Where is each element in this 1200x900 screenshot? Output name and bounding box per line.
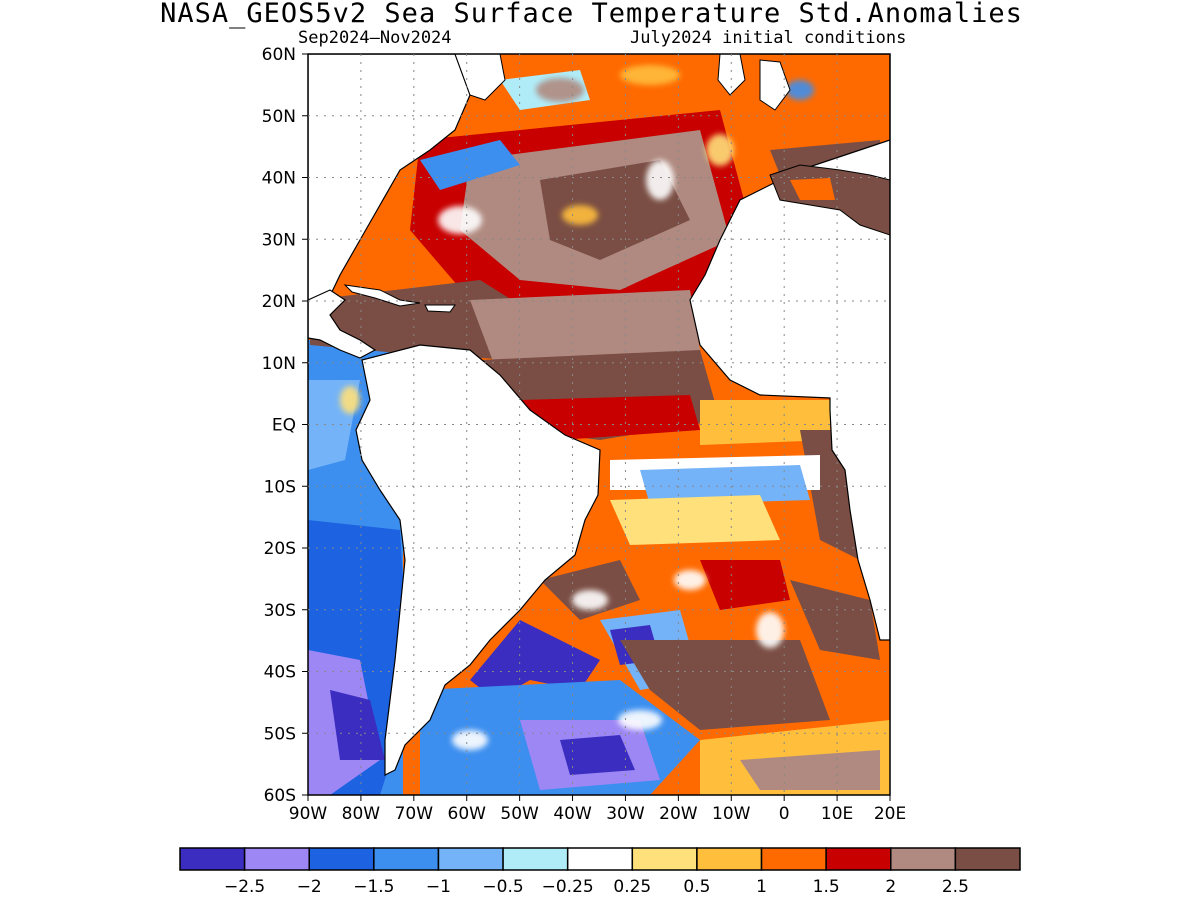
longitude-label: 50W xyxy=(500,804,539,824)
colorbar-swatch xyxy=(308,847,375,871)
anomaly-field xyxy=(308,54,890,795)
longitude-label: 20E xyxy=(874,804,906,824)
colorbar-labels: −2.5 −2 −1.5 −1 −0.5 −0.25 0.25 0.5 1 1.5 2 2.5 xyxy=(224,877,969,897)
latitude-label: 50S xyxy=(264,724,296,744)
latitude-label: 40S xyxy=(264,663,296,683)
colorbar-swatch xyxy=(890,847,957,871)
initial-conditions: July2024 initial conditions xyxy=(630,28,907,48)
latitude-label: 30N xyxy=(262,230,296,250)
colorbar-label: 2 xyxy=(885,877,896,897)
latitude-label: 10N xyxy=(262,354,296,374)
colorbar-swatch xyxy=(437,847,504,871)
latitude-label: 60S xyxy=(264,786,296,806)
longitude-label: 90W xyxy=(289,804,328,824)
latitude-label: EQ xyxy=(272,416,296,436)
colorbar-label: −0.25 xyxy=(542,877,594,897)
colorbar-swatch xyxy=(696,847,763,871)
longitude-label: 60W xyxy=(448,804,487,824)
latitude-label: 50N xyxy=(262,107,296,127)
colorbar-label: −1 xyxy=(426,877,451,897)
colorbar-label: 1.5 xyxy=(813,877,840,897)
latitude-label: 60N xyxy=(262,45,296,65)
longitude-label: 0 xyxy=(779,804,790,824)
colorbar-swatch xyxy=(825,847,892,871)
latitude-label: 20N xyxy=(262,292,296,312)
colorbar-label: 2.5 xyxy=(942,877,969,897)
colorbar-swatch xyxy=(631,847,698,871)
colorbar-label: 1 xyxy=(756,877,767,897)
longitude-label: 30W xyxy=(606,804,645,824)
latitude-label: 40N xyxy=(262,169,296,189)
latitude-labels: 60N 50N 40N 30N 20N 10N EQ 10S 20S 30S 40S 50S 60S xyxy=(262,45,308,806)
longitude-label: 10W xyxy=(712,804,751,824)
longitude-labels: 90W 80W 70W 60W 50W 40W 30W 20W 10W 0 10E 20E xyxy=(289,795,906,824)
longitude-label: 40W xyxy=(553,804,592,824)
longitude-label: 70W xyxy=(395,804,434,824)
colorbar-swatch xyxy=(954,847,1021,871)
colorbar-label: −2.5 xyxy=(224,877,265,897)
colorbar-label: 0.25 xyxy=(613,877,651,897)
map-gridlines xyxy=(308,54,890,795)
colorbar-label: −2 xyxy=(297,877,322,897)
colorbar-swatch xyxy=(502,847,569,871)
forecast-period: Sep2024–Nov2024 xyxy=(298,28,452,48)
colorbar-swatch xyxy=(243,847,310,871)
latitude-label: 10S xyxy=(264,477,296,497)
colorbar-label: −0.5 xyxy=(482,877,523,897)
colorbar xyxy=(179,847,1021,871)
map-title: NASA_GEOS5v2 Sea Surface Temperature Std… xyxy=(160,0,1023,29)
longitude-label: 80W xyxy=(342,804,381,824)
longitude-label: 20W xyxy=(659,804,698,824)
colorbar-swatch xyxy=(760,847,827,871)
colorbar-label: −1.5 xyxy=(353,877,394,897)
latitude-label: 20S xyxy=(264,539,296,559)
colorbar-swatch xyxy=(179,847,246,871)
colorbar-swatch xyxy=(566,847,634,871)
colorbar-label: 0.5 xyxy=(683,877,710,897)
longitude-label: 10E xyxy=(821,804,853,824)
latitude-label: 30S xyxy=(264,601,296,621)
colorbar-swatch xyxy=(373,847,440,871)
